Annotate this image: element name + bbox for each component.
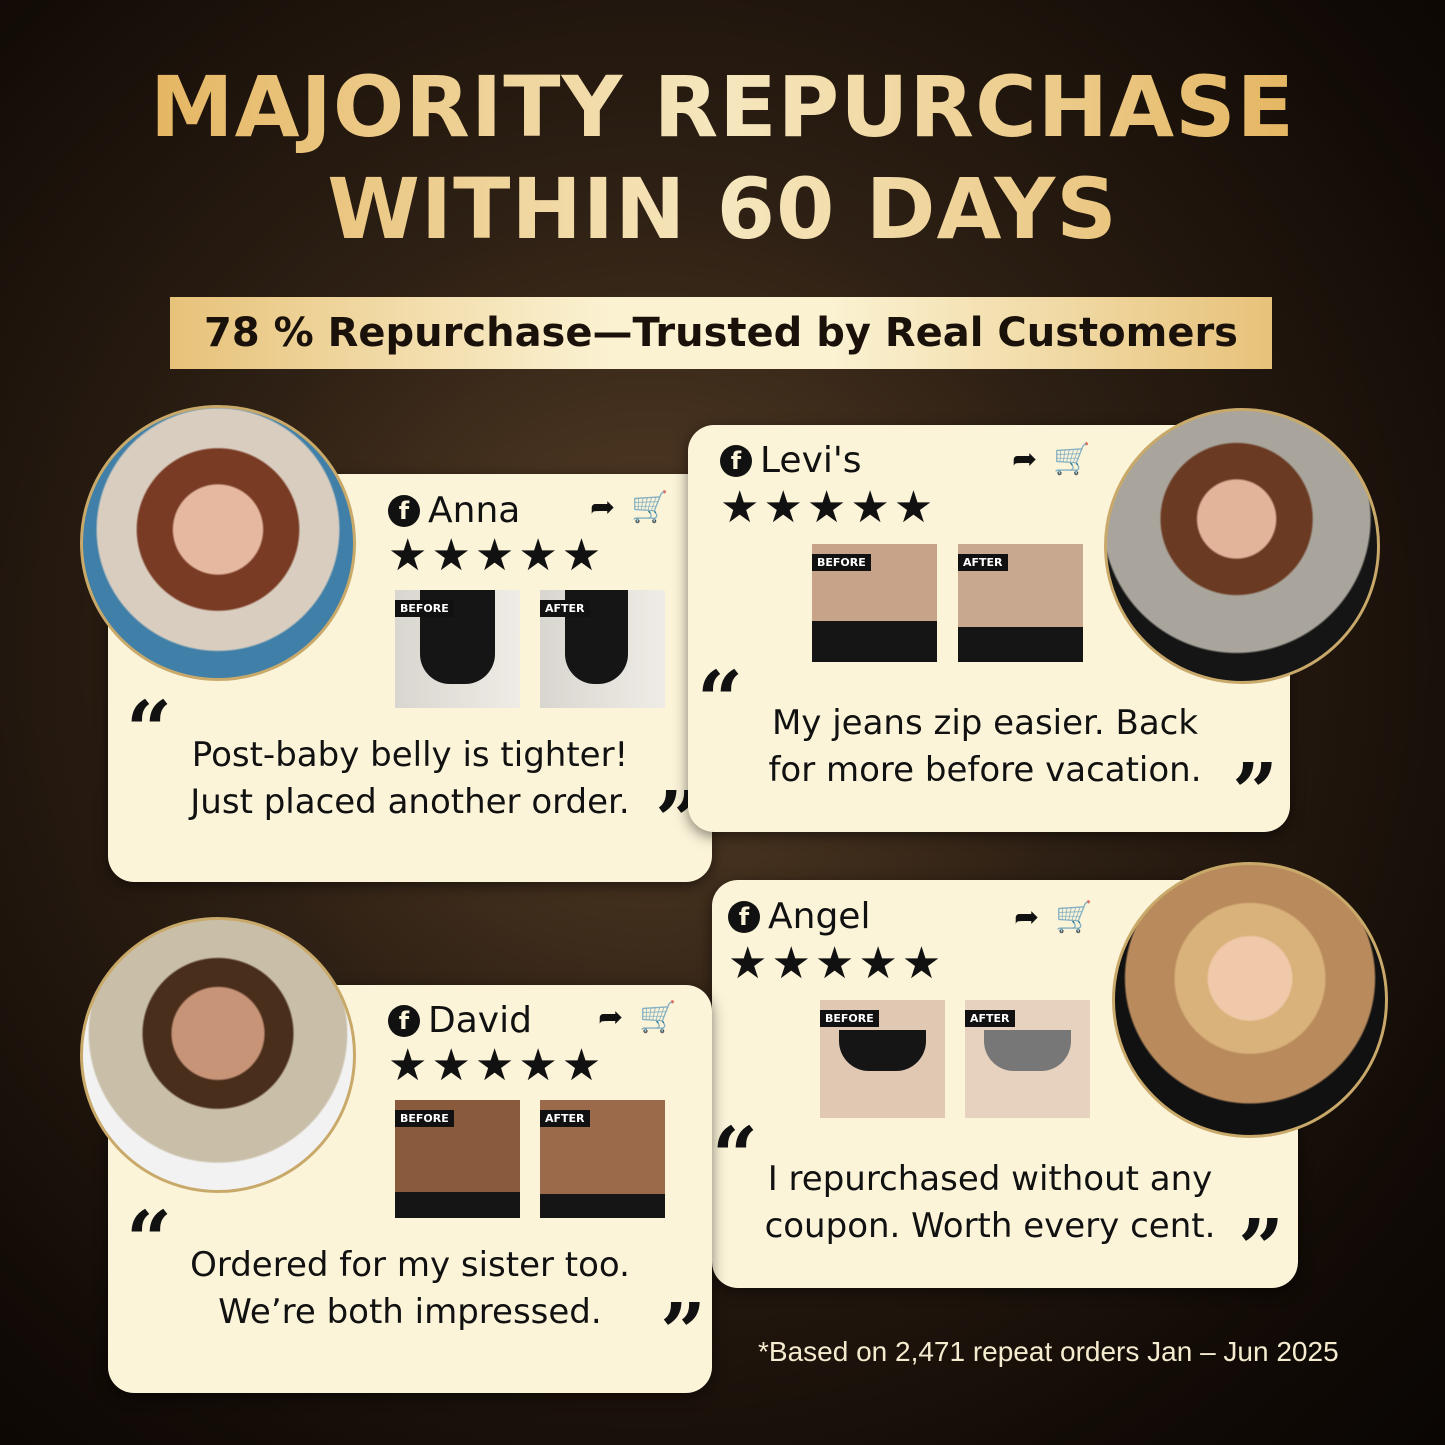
after-photo: AFTER [540,590,665,708]
before-photo: BEFORE [812,544,937,662]
review-quote: Ordered for my sister too. We’re both imp… [160,1242,660,1336]
quote-line: for more before vacation. [768,750,1202,790]
share-icon[interactable]: ➦ [590,490,616,525]
share-icon[interactable]: ➦ [1014,900,1040,935]
review-header: f Anna [388,490,520,531]
avatar-david [80,917,356,1193]
footnote: *Based on 2,471 repeat orders Jan – Jun … [758,1336,1339,1367]
avatar-angel [1112,862,1388,1138]
cart-icon[interactable]: 🛒 [639,1000,677,1035]
before-label: BEFORE [395,600,454,617]
facebook-icon: f [388,1004,420,1037]
after-photo: AFTER [540,1100,665,1218]
after-photo: AFTER [965,1000,1090,1118]
before-photo: BEFORE [395,590,520,708]
close-quote-icon: ” [1232,745,1279,839]
headline-line2: WITHIN 60 DAYS [0,160,1445,258]
quote-line: coupon. Worth every cent. [764,1206,1216,1246]
repurchase-banner: 78 % Repurchase—Trusted by Real Customer… [170,297,1272,369]
headline-line1: MAJORITY REPURCHASE [0,58,1445,156]
reviewer-name: Angel [768,896,871,937]
quote-line: My jeans zip easier. Back [771,703,1199,743]
open-quote-icon: “ [126,1193,173,1287]
star-rating: ★★★★★ [720,482,938,533]
quote-line: We’re both impressed. [218,1292,602,1332]
review-quote: My jeans zip easier. Back for more before… [730,700,1240,794]
star-rating: ★★★★★ [728,938,946,989]
after-photo: AFTER [958,544,1083,662]
facebook-icon: f [388,494,420,527]
cart-icon[interactable]: 🛒 [1053,442,1091,477]
before-label: BEFORE [820,1010,879,1027]
cart-icon[interactable]: 🛒 [631,490,669,525]
after-label: AFTER [540,600,590,617]
avatar-anna [80,405,356,681]
review-header: f Levi's [720,440,862,481]
quote-line: Ordered for my sister too. [190,1245,630,1285]
review-header: f Angel [728,896,870,937]
close-quote-icon: ” [1238,1201,1285,1295]
star-rating: ★★★★★ [388,530,606,581]
before-label: BEFORE [812,554,871,571]
after-label: AFTER [965,1010,1015,1027]
open-quote-icon: “ [712,1109,759,1203]
reviewer-name: David [428,1000,532,1041]
review-header: f David [388,1000,532,1041]
facebook-icon: f [720,444,752,477]
reviewer-name: Anna [428,490,521,531]
quote-line: I repurchased without any [767,1159,1213,1199]
share-icon[interactable]: ➦ [598,1000,624,1035]
quote-line: Just placed another order. [190,782,630,822]
avatar-levis [1104,408,1380,684]
open-quote-icon: “ [126,683,173,777]
share-icon[interactable]: ➦ [1012,442,1038,477]
facebook-icon: f [728,900,760,933]
open-quote-icon: “ [697,653,744,747]
star-rating: ★★★★★ [388,1040,606,1091]
after-label: AFTER [540,1110,590,1127]
reviewer-name: Levi's [760,440,862,481]
close-quote-icon: ” [660,1285,707,1379]
before-photo: BEFORE [395,1100,520,1218]
before-photo: BEFORE [820,1000,945,1118]
quote-line: Post-baby belly is tighter! [191,735,629,775]
cart-icon[interactable]: 🛒 [1055,900,1093,935]
before-label: BEFORE [395,1110,454,1127]
after-label: AFTER [958,554,1008,571]
review-quote: I repurchased without any coupon. Worth e… [735,1156,1245,1250]
review-quote: Post-baby belly is tighter! Just placed a… [160,732,660,826]
